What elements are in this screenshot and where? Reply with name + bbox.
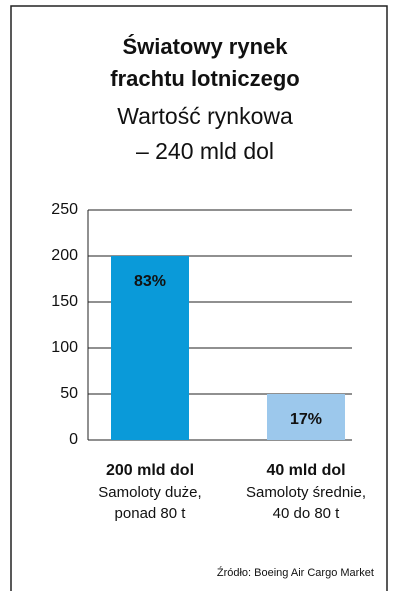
category-description: 40 do 80 t — [273, 505, 341, 522]
chart-title: Światowy rynek — [122, 34, 288, 59]
source: Źródło: Boeing Air Cargo Market — [217, 566, 374, 579]
bar-label: 17% — [290, 411, 322, 428]
chart-title: frachtu lotniczego — [110, 66, 299, 91]
category-description: Samoloty duże, — [98, 484, 201, 501]
y-tick-label: 50 — [60, 385, 78, 402]
x-tick-label: 200 mld dol — [106, 462, 194, 479]
bar — [111, 256, 189, 440]
chart-subtitle: – 240 mld dol — [136, 138, 274, 164]
y-tick-label: 150 — [51, 293, 78, 310]
y-tick-label: 100 — [51, 339, 78, 356]
bar-label: 83% — [134, 273, 166, 290]
y-tick-label: 0 — [69, 431, 78, 448]
y-tick-label: 250 — [51, 201, 78, 218]
x-tick-label: 40 mld dol — [266, 462, 345, 479]
chart-subtitle: Wartość rynkowa — [117, 103, 293, 129]
category-description: ponad 80 t — [115, 505, 187, 522]
frame — [10, 5, 388, 591]
category-description: Samoloty średnie, — [246, 484, 366, 501]
bar — [267, 394, 345, 440]
y-tick-label: 200 — [51, 247, 78, 264]
